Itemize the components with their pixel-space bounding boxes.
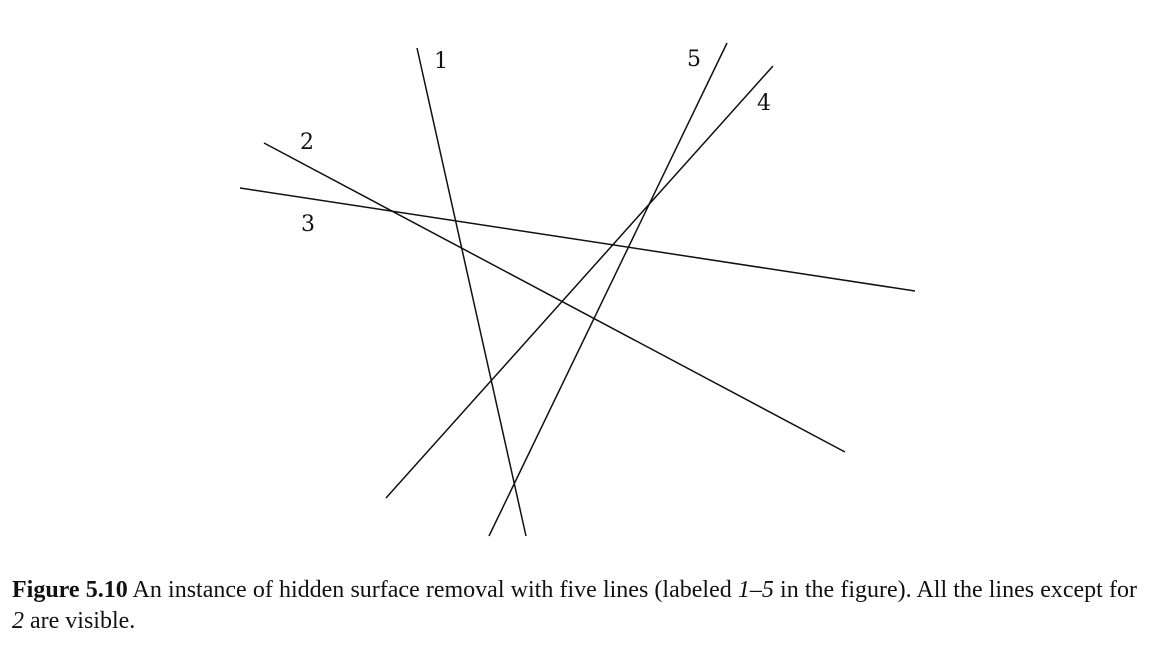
line-1-label: 1	[434, 49, 448, 74]
caption-text-3: are visible.	[24, 608, 136, 634]
caption-hidden-line: 2	[12, 608, 24, 634]
caption-text-2: in the figure). All the lines except for	[773, 577, 1137, 603]
line-1	[416, 47, 527, 537]
line-3	[239, 187, 916, 292]
line-2	[263, 142, 846, 453]
line-3-label: 3	[301, 212, 315, 237]
caption-text-1: An instance of hidden surface removal wi…	[132, 577, 738, 603]
line-4	[385, 65, 774, 499]
figure-caption: Figure 5.10 An instance of hidden surfac…	[12, 575, 1137, 637]
line-2-label: 2	[300, 130, 314, 155]
hidden-surface-diagram: 1 2 3 4 5	[239, 42, 916, 537]
line-4-label: 4	[757, 91, 771, 116]
line-5	[488, 42, 728, 537]
figure-number: Figure 5.10	[12, 577, 128, 603]
line-5-label: 5	[687, 47, 701, 72]
caption-label-range: 1–5	[737, 577, 774, 603]
